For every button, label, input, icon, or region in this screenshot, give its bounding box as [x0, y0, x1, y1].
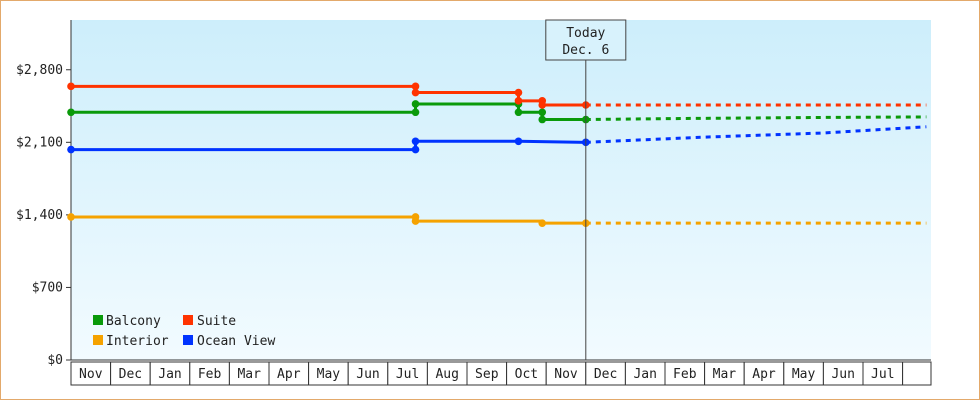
- today-date-label: Dec. 6: [562, 43, 609, 58]
- y-tick-label: $1,400: [16, 208, 63, 223]
- x-tick-label: Mar: [237, 367, 261, 382]
- y-tick-label: $2,800: [16, 63, 63, 78]
- data-point-balcony: [514, 108, 523, 117]
- data-point-interior: [67, 213, 75, 221]
- data-point-ocean-view: [514, 137, 523, 146]
- series-line-interior: [71, 215, 586, 225]
- legend: Balcony Suite Interior Ocean View: [93, 314, 275, 349]
- data-point-suite: [411, 88, 420, 97]
- data-point-suite: [411, 82, 420, 91]
- today-marker: Today Dec. 6: [545, 19, 627, 360]
- x-tick-label: Nov: [554, 367, 578, 382]
- x-tick-label: Jul: [871, 367, 894, 382]
- data-point-balcony: [411, 100, 420, 108]
- legend-swatch-suite: [183, 315, 193, 325]
- data-point-suite: [514, 97, 523, 105]
- legend-swatch-balcony: [93, 315, 103, 325]
- x-tick-label: Jan: [633, 367, 656, 382]
- data-point-interior: [538, 219, 547, 227]
- series-ocean-view: [67, 125, 927, 154]
- x-tick-label: Mar: [713, 367, 737, 382]
- data-point-suite: [538, 101, 547, 109]
- data-point-balcony: [538, 115, 547, 124]
- x-tick-label: Jan: [158, 367, 181, 382]
- x-tick-label: Feb: [198, 367, 222, 382]
- legend-label-ocean-view: Ocean View: [197, 334, 275, 349]
- series-interior: [67, 213, 927, 227]
- x-tick-label: Aug: [435, 367, 458, 382]
- x-tick-label: Jun: [831, 367, 854, 382]
- today-label-box: [545, 19, 627, 61]
- legend-label-interior: Interior: [106, 334, 169, 349]
- plot-background: [71, 20, 931, 360]
- data-point-balcony: [67, 108, 75, 117]
- x-axis: Nov Dec Jan Feb Mar Apr May Jun Jul Aug Sep Oct Nov D…: [70, 359, 932, 386]
- x-tick-label: Oct: [515, 367, 538, 382]
- data-point-balcony: [538, 108, 547, 117]
- legend-label-suite: Suite: [197, 314, 236, 329]
- series-layer: [67, 82, 927, 227]
- y-axis: $0 $700 $1,400 $2,100 $2,800: [16, 20, 72, 368]
- x-tick-label: May: [317, 367, 341, 382]
- data-point-suite: [67, 82, 75, 91]
- data-point-ocean-view: [411, 145, 420, 154]
- y-tick-label: $0: [47, 353, 63, 368]
- legend-swatch-interior: [93, 335, 103, 345]
- x-tick-label: Dec: [594, 367, 617, 382]
- x-tick-label: Dec: [119, 367, 142, 382]
- today-label: Today: [566, 26, 605, 41]
- series-balcony: [67, 100, 927, 124]
- series-suite: [67, 82, 927, 109]
- x-tick-label: Feb: [673, 367, 697, 382]
- x-tick-label: Nov: [79, 367, 103, 382]
- x-tick-label: Jul: [396, 367, 419, 382]
- x-tick-label: Apr: [277, 367, 301, 382]
- data-point-balcony: [411, 108, 420, 117]
- legend-swatch-ocean-view: [183, 335, 193, 345]
- y-tick-label: $2,100: [16, 135, 63, 150]
- x-axis-tail-cell: [902, 361, 932, 386]
- legend-label-balcony: Balcony: [106, 314, 161, 329]
- x-tick-label: May: [792, 367, 816, 382]
- data-point-suite: [514, 88, 523, 97]
- x-tick-label: Apr: [752, 367, 776, 382]
- y-tick-label: $700: [32, 280, 63, 295]
- data-point-ocean-view: [411, 137, 420, 146]
- x-tick-label: Jun: [356, 367, 379, 382]
- data-point-ocean-view: [67, 145, 75, 154]
- x-tick-label: Sep: [475, 367, 499, 382]
- data-point-interior: [411, 217, 420, 225]
